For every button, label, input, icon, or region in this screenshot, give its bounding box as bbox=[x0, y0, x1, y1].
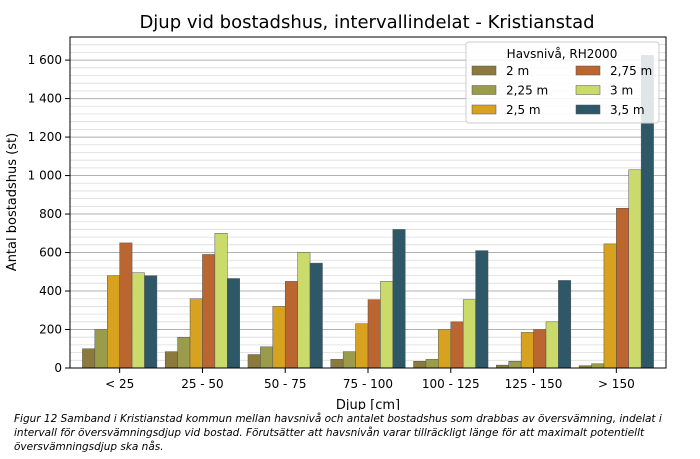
y-tick-label: 1 400 bbox=[28, 92, 62, 106]
legend-label: 2 m bbox=[506, 64, 529, 78]
bar bbox=[355, 323, 369, 369]
legend-swatch bbox=[471, 85, 497, 95]
y-tick-label: 800 bbox=[39, 207, 62, 221]
legend-label: 3 m bbox=[610, 84, 633, 98]
legend-box bbox=[465, 41, 660, 124]
legend-label: 3,5 m bbox=[610, 103, 645, 117]
legend-swatch bbox=[471, 65, 497, 76]
legend-label: 2,5 m bbox=[506, 103, 541, 117]
bar bbox=[144, 275, 158, 369]
bar bbox=[475, 250, 489, 369]
bar bbox=[425, 359, 439, 369]
y-tick-label: 200 bbox=[39, 323, 62, 337]
bar bbox=[508, 361, 522, 369]
bar bbox=[438, 329, 452, 369]
bar bbox=[131, 272, 145, 369]
x-tick-label: 50 - 75 bbox=[264, 377, 307, 391]
legend-swatch bbox=[575, 65, 601, 76]
bar bbox=[413, 361, 427, 369]
bar bbox=[603, 243, 617, 369]
x-tick-label: 75 - 100 bbox=[343, 377, 393, 391]
legend-label: 2,25 m bbox=[506, 84, 548, 98]
bar bbox=[591, 363, 605, 369]
bar bbox=[462, 299, 476, 369]
bar bbox=[177, 336, 191, 369]
bar bbox=[367, 299, 381, 369]
bar bbox=[247, 354, 261, 369]
bar bbox=[227, 278, 240, 369]
x-axis: < 25 25 - 50 50 - 75 75 - 100 100 - 125 125 -… bbox=[105, 368, 635, 391]
bars bbox=[82, 55, 654, 369]
bar bbox=[82, 348, 96, 369]
legend-label: 2,75 m bbox=[610, 64, 652, 78]
bar bbox=[272, 306, 286, 369]
y-tick-label: 1 200 bbox=[28, 130, 62, 144]
y-tick-label: 400 bbox=[39, 284, 62, 298]
y-axis-label: Antal bostadshus (st) bbox=[5, 133, 20, 271]
x-tick-label: > 150 bbox=[598, 377, 635, 391]
y-axis: 0 200 400 600 800 1 000 1 200 1 400 1 600 bbox=[28, 53, 70, 375]
bar bbox=[616, 208, 629, 369]
bar bbox=[450, 321, 464, 369]
bar bbox=[342, 351, 356, 369]
bar bbox=[260, 346, 274, 369]
bar bbox=[309, 262, 323, 369]
legend-title: Havsnivå, RH2000 bbox=[507, 47, 618, 61]
x-axis-label: Djup [cm] bbox=[336, 398, 400, 410]
legend: Havsnivå, RH2000 2 m 2,25 m 2,5 m 2,75 m 3 m… bbox=[465, 41, 660, 124]
y-tick-label: 0 bbox=[54, 361, 62, 375]
x-tick-label: 125 - 150 bbox=[505, 377, 563, 391]
bar bbox=[628, 169, 642, 369]
bar bbox=[380, 281, 394, 369]
chart: Djup vid bostadshus, intervallindelat - … bbox=[5, 12, 667, 410]
bar bbox=[214, 233, 228, 369]
chart-title: Djup vid bostadshus, intervallindelat - … bbox=[139, 12, 594, 33]
bar bbox=[189, 298, 203, 369]
legend-swatch bbox=[575, 85, 601, 95]
bar bbox=[520, 332, 534, 369]
x-tick-label: 25 - 50 bbox=[181, 377, 224, 391]
bar bbox=[164, 351, 178, 369]
legend-swatch bbox=[471, 104, 497, 115]
figure-caption: Figur 12 Samband i Kristianstad kommun m… bbox=[14, 413, 662, 453]
legend-swatch bbox=[575, 104, 601, 115]
bar bbox=[392, 229, 406, 369]
bar bbox=[558, 280, 572, 369]
bar bbox=[533, 329, 547, 369]
bar bbox=[94, 329, 108, 369]
bar bbox=[107, 275, 120, 369]
x-tick-label: 100 - 125 bbox=[422, 377, 480, 391]
bar bbox=[545, 321, 559, 369]
bar bbox=[330, 359, 344, 369]
bar bbox=[297, 252, 311, 369]
bar bbox=[119, 242, 133, 369]
y-tick-label: 1 600 bbox=[28, 53, 62, 67]
y-tick-label: 1 000 bbox=[28, 169, 62, 183]
bar bbox=[202, 254, 216, 369]
y-tick-label: 600 bbox=[39, 246, 62, 260]
x-tick-label: < 25 bbox=[105, 377, 134, 391]
bar bbox=[284, 281, 298, 369]
